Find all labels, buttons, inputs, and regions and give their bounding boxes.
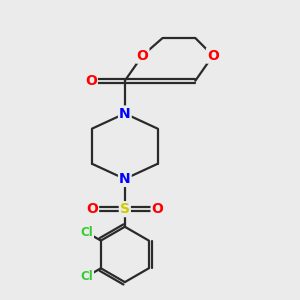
Text: O: O [152, 202, 164, 216]
Text: S: S [120, 202, 130, 216]
Text: Cl: Cl [80, 226, 93, 239]
Text: O: O [85, 74, 97, 88]
Text: Cl: Cl [80, 270, 93, 283]
Text: N: N [119, 172, 130, 186]
Text: O: O [86, 202, 98, 216]
Text: O: O [136, 49, 148, 63]
Text: N: N [119, 106, 130, 121]
Text: O: O [207, 49, 219, 63]
